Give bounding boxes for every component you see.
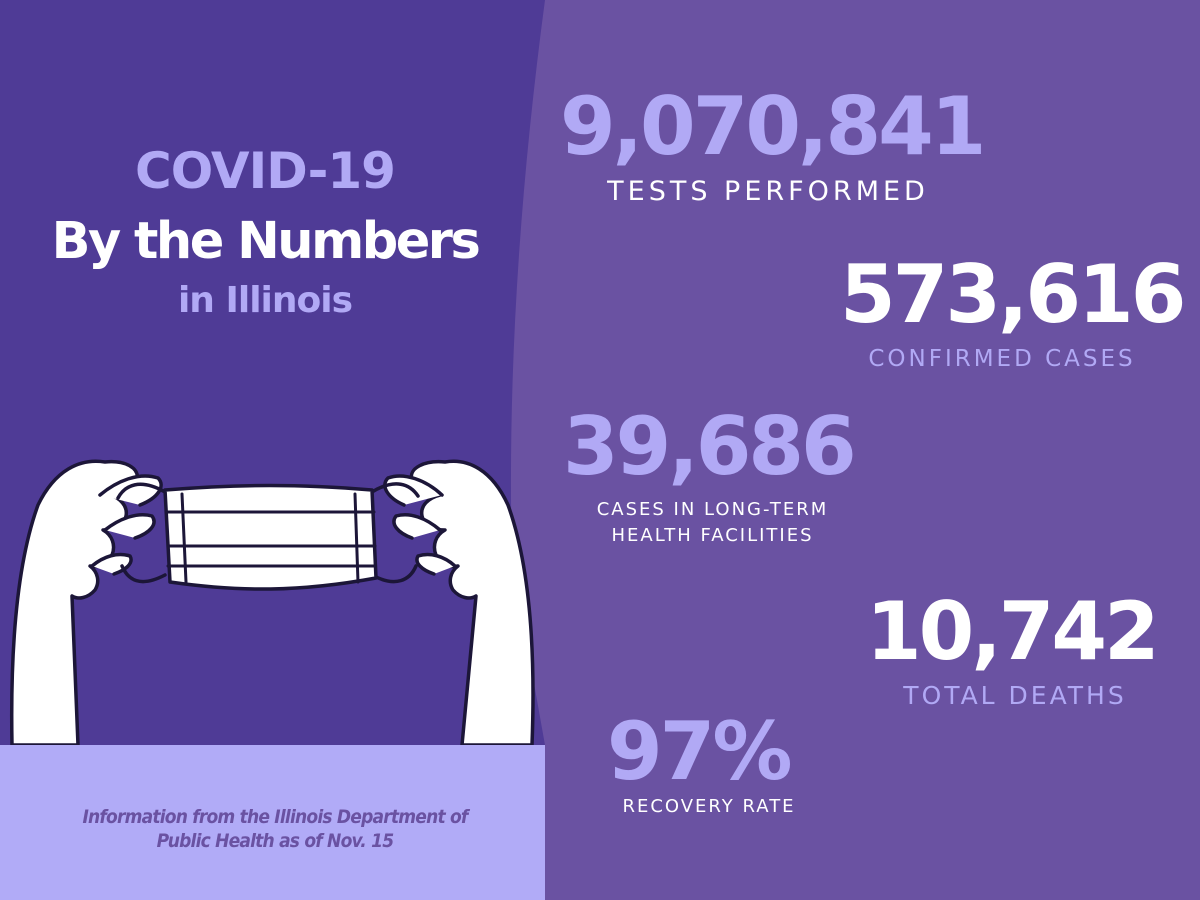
stat-deaths-value: 10,742	[866, 585, 1160, 678]
stat-recovery-value: 97%	[607, 705, 792, 798]
left-hand	[9, 459, 140, 747]
stat-longterm-value: 39,686	[563, 400, 857, 493]
right-fingers	[383, 474, 457, 576]
source-note-panel: Information from the Illinois Department…	[0, 745, 545, 900]
mask-strap-left	[116, 482, 167, 584]
stat-tests-value: 9,070,841	[560, 80, 986, 173]
source-note-line-1: Information from the Illinois Department…	[82, 806, 468, 828]
title-by-the-numbers: By the Numbers	[51, 212, 481, 271]
stat-deaths-label: TOTAL DEATHS	[903, 681, 1127, 710]
source-note-line-2: Public Health as of Nov. 15	[156, 830, 394, 852]
stat-longterm-label-line-1: CASES IN LONG-TERM	[596, 499, 829, 520]
right-hand	[409, 459, 535, 747]
stat-confirmed-value: 573,616	[840, 248, 1186, 341]
left-fingers	[90, 474, 163, 576]
stat-longterm-label: CASES IN LONG-TERM HEALTH FACILITIES	[570, 497, 855, 549]
hands-holding-mask-illustration	[9, 459, 535, 747]
title-covid19: COVID-19	[135, 142, 396, 200]
stat-longterm-label-line-2: HEALTH FACILITIES	[611, 525, 814, 546]
title-in-illinois: in Illinois	[177, 280, 353, 321]
stat-tests-label: TESTS PERFORMED	[607, 176, 929, 207]
stat-confirmed-label: CONFIRMED CASES	[868, 346, 1136, 372]
mask-pleats	[164, 492, 377, 584]
source-note: Information from the Illinois Department…	[40, 805, 510, 853]
stat-recovery-label: RECOVERY RATE	[622, 796, 796, 817]
left-panel	[0, 0, 545, 745]
mask-body	[163, 483, 378, 591]
